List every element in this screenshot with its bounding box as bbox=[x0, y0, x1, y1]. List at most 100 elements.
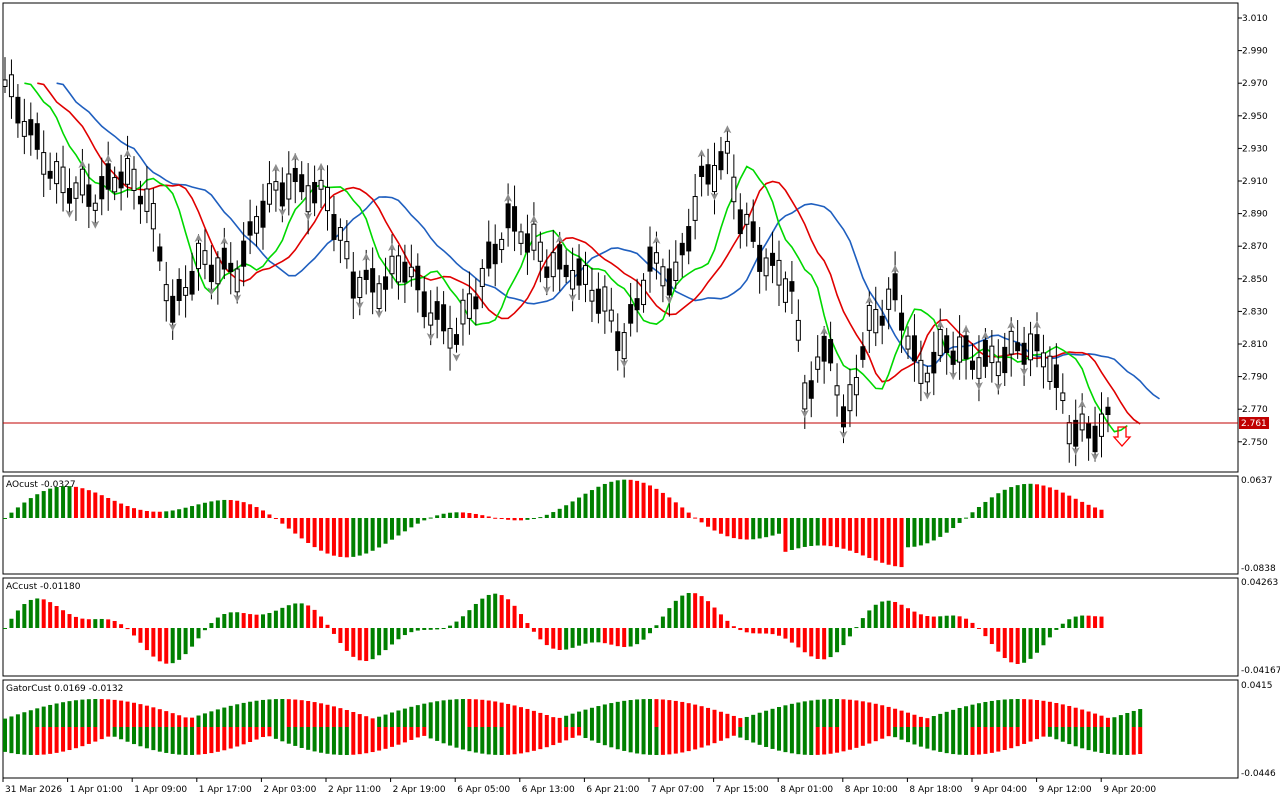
candle[interactable] bbox=[789, 260, 795, 314]
candle[interactable] bbox=[931, 331, 937, 396]
candle[interactable] bbox=[376, 275, 382, 316]
candle[interactable] bbox=[344, 220, 350, 269]
candle[interactable] bbox=[460, 288, 466, 346]
candle[interactable] bbox=[292, 153, 298, 204]
candle[interactable] bbox=[950, 331, 956, 380]
candle[interactable] bbox=[976, 335, 982, 402]
candle[interactable] bbox=[1086, 416, 1092, 461]
candle[interactable] bbox=[1053, 343, 1059, 411]
candle[interactable] bbox=[383, 257, 389, 312]
candle[interactable] bbox=[924, 365, 930, 397]
candle[interactable] bbox=[847, 368, 853, 428]
candle[interactable] bbox=[305, 163, 311, 235]
candle[interactable] bbox=[660, 258, 666, 303]
candle[interactable] bbox=[221, 227, 227, 280]
candle[interactable] bbox=[234, 260, 240, 304]
candle[interactable] bbox=[905, 326, 911, 360]
candle[interactable] bbox=[899, 294, 905, 353]
candle[interactable] bbox=[79, 148, 85, 204]
candle[interactable] bbox=[479, 259, 485, 309]
candle[interactable] bbox=[724, 127, 730, 175]
candle[interactable] bbox=[608, 287, 614, 333]
candle[interactable] bbox=[821, 326, 827, 384]
candle[interactable] bbox=[879, 299, 885, 345]
candle[interactable] bbox=[505, 183, 511, 247]
candle[interactable] bbox=[247, 199, 253, 255]
candle[interactable] bbox=[557, 231, 563, 292]
candle[interactable] bbox=[47, 152, 53, 190]
candle[interactable] bbox=[957, 315, 963, 380]
candle[interactable] bbox=[105, 141, 111, 211]
candle[interactable] bbox=[454, 317, 459, 353]
candle[interactable] bbox=[537, 231, 543, 283]
candle[interactable] bbox=[331, 195, 337, 252]
candle[interactable] bbox=[918, 340, 924, 402]
candle[interactable] bbox=[228, 242, 234, 295]
candle[interactable] bbox=[808, 361, 814, 418]
candle[interactable] bbox=[8, 59, 14, 119]
candle[interactable] bbox=[583, 251, 588, 303]
candle[interactable] bbox=[802, 374, 808, 429]
candle[interactable] bbox=[892, 251, 898, 312]
candle[interactable] bbox=[718, 136, 724, 180]
candle[interactable] bbox=[118, 154, 124, 211]
candle[interactable] bbox=[750, 199, 756, 248]
candle[interactable] bbox=[318, 168, 324, 209]
candle[interactable] bbox=[60, 145, 66, 212]
candle[interactable] bbox=[666, 249, 672, 317]
candle[interactable] bbox=[1092, 406, 1098, 462]
candle[interactable] bbox=[144, 166, 150, 224]
candle[interactable] bbox=[550, 230, 556, 292]
candle[interactable] bbox=[1028, 321, 1034, 377]
candle[interactable] bbox=[1021, 326, 1027, 386]
candle[interactable] bbox=[744, 202, 750, 247]
candle[interactable] bbox=[163, 261, 169, 322]
candle[interactable] bbox=[815, 335, 821, 383]
candle[interactable] bbox=[834, 363, 840, 417]
candle[interactable] bbox=[441, 291, 447, 345]
candle[interactable] bbox=[125, 135, 131, 198]
candle[interactable] bbox=[860, 332, 866, 368]
candle[interactable] bbox=[1015, 320, 1021, 359]
candle[interactable] bbox=[15, 84, 21, 138]
candle[interactable] bbox=[260, 183, 266, 250]
candle[interactable] bbox=[576, 244, 582, 300]
candle[interactable] bbox=[524, 214, 530, 275]
candle[interactable] bbox=[350, 252, 356, 319]
candle[interactable] bbox=[402, 244, 408, 303]
candle[interactable] bbox=[370, 247, 376, 315]
candle[interactable] bbox=[737, 193, 743, 249]
price-panel[interactable]: 3.010 2.990 2.970 2.950 2.930 2.910 2.890 2.870… bbox=[2, 2, 1269, 473]
candle[interactable] bbox=[34, 112, 40, 160]
candle[interactable] bbox=[705, 148, 711, 196]
candle[interactable] bbox=[1002, 332, 1008, 387]
candle[interactable] bbox=[712, 142, 717, 215]
candle[interactable] bbox=[853, 354, 859, 417]
candle[interactable] bbox=[641, 273, 647, 313]
candle[interactable] bbox=[112, 166, 118, 201]
candle[interactable] bbox=[937, 308, 943, 362]
ao-panel[interactable]: AOcust -0.0327 0.0637 -0.0838 bbox=[2, 475, 1276, 575]
candle[interactable] bbox=[183, 265, 189, 318]
candle[interactable] bbox=[911, 314, 917, 382]
candle[interactable] bbox=[1047, 346, 1053, 390]
candle[interactable] bbox=[466, 271, 472, 335]
candle[interactable] bbox=[137, 180, 143, 224]
candle[interactable] bbox=[673, 240, 679, 289]
candle[interactable] bbox=[602, 275, 608, 334]
candle[interactable] bbox=[1060, 373, 1066, 414]
candle[interactable] bbox=[776, 240, 782, 306]
candle[interactable] bbox=[647, 226, 653, 293]
candle[interactable] bbox=[92, 194, 98, 227]
candle[interactable] bbox=[415, 253, 421, 313]
candle[interactable] bbox=[1040, 334, 1046, 389]
candle[interactable] bbox=[621, 323, 627, 378]
candle[interactable] bbox=[589, 267, 595, 323]
candle[interactable] bbox=[21, 98, 27, 155]
candle[interactable] bbox=[518, 223, 524, 256]
candle[interactable] bbox=[41, 130, 47, 198]
candle[interactable] bbox=[595, 272, 601, 324]
candle[interactable] bbox=[731, 154, 737, 220]
candle[interactable] bbox=[886, 277, 892, 330]
